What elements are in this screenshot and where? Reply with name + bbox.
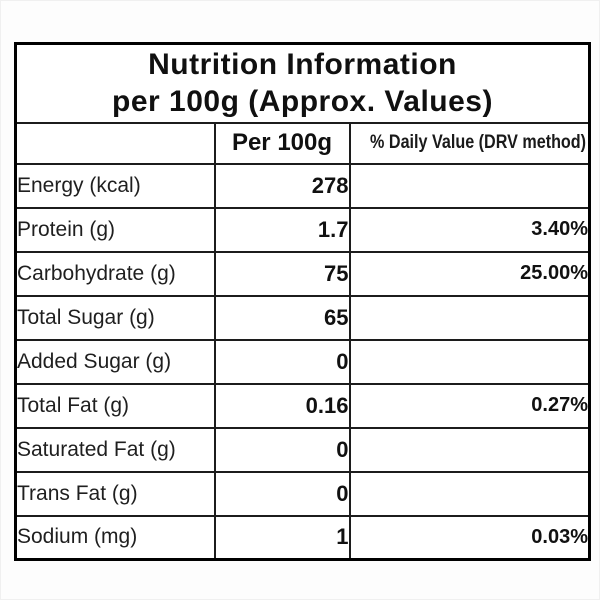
table-title-line2: per 100g (Approx. Values): [112, 85, 493, 119]
nutrient-label: Carbohydrate (g): [14, 250, 216, 297]
drv-value: 0.27%: [348, 382, 591, 429]
drv-value: [348, 294, 591, 341]
table-row: Energy (kcal) 278: [14, 162, 591, 209]
table-row: Carbohydrate (g) 75 25.00%: [14, 250, 591, 297]
drv-value: [348, 426, 591, 473]
nutrient-label: Added Sugar (g): [14, 338, 216, 385]
table-title: Nutrition Information per 100g (Approx. …: [14, 42, 591, 124]
per-100g-value: 0: [213, 470, 351, 517]
drv-value: 3.40%: [348, 206, 591, 253]
title-row: Nutrition Information per 100g (Approx. …: [14, 42, 591, 124]
nutrient-label: Energy (kcal): [14, 162, 216, 209]
column-header-nutrient: [14, 121, 216, 165]
per-100g-value: 75: [213, 250, 351, 297]
nutrient-label: Saturated Fat (g): [14, 426, 216, 473]
column-header-per-100g: Per 100g: [213, 121, 351, 165]
drv-value: 25.00%: [348, 250, 591, 297]
table-row: Protein (g) 1.7 3.40%: [14, 206, 591, 253]
table-row: Trans Fat (g) 0: [14, 470, 591, 517]
drv-value: [348, 338, 591, 385]
per-100g-value: 0.16: [213, 382, 351, 429]
per-100g-value: 65: [213, 294, 351, 341]
per-100g-value: 278: [213, 162, 351, 209]
drv-value: 0.03%: [348, 514, 591, 561]
nutrient-label: Protein (g): [14, 206, 216, 253]
table-row: Total Fat (g) 0.16 0.27%: [14, 382, 591, 429]
nutrient-label: Total Fat (g): [14, 382, 216, 429]
column-header-drv: % Daily Value (DRV method): [348, 121, 591, 165]
drv-value: [348, 470, 591, 517]
per-100g-value: 0: [213, 338, 351, 385]
table-title-line1: Nutrition Information: [148, 48, 457, 82]
table-row: Sodium (mg) 1 0.03%: [14, 514, 591, 561]
nutrient-label: Sodium (mg): [14, 514, 216, 561]
per-100g-value: 1: [213, 514, 351, 561]
per-100g-value: 0: [213, 426, 351, 473]
per-100g-value: 1.7: [213, 206, 351, 253]
nutrition-table: Nutrition Information per 100g (Approx. …: [14, 42, 591, 561]
nutrition-table-body: Nutrition Information per 100g (Approx. …: [14, 42, 591, 561]
table-row: Saturated Fat (g) 0: [14, 426, 591, 473]
table-row: Added Sugar (g) 0: [14, 338, 591, 385]
nutrient-label: Total Sugar (g): [14, 294, 216, 341]
column-header-drv-label: % Daily Value (DRV method): [369, 132, 586, 153]
table-row: Total Sugar (g) 65: [14, 294, 591, 341]
nutrient-label: Trans Fat (g): [14, 470, 216, 517]
drv-value: [348, 162, 591, 209]
column-header-row: Per 100g % Daily Value (DRV method): [14, 121, 591, 165]
